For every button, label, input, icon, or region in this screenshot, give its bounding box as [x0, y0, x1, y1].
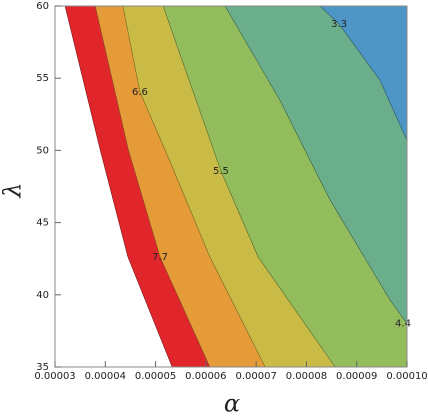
- y-axis-label: λ: [0, 182, 27, 198]
- plot-frame: [54, 5, 408, 368]
- x-tick-label: 0.00006: [185, 371, 226, 382]
- x-tick-label: 0.00007: [235, 371, 276, 382]
- x-tick-label: 0.00008: [286, 371, 327, 382]
- plot-area: 7.7 6.6 5.5 4.4 3.3: [55, 5, 411, 368]
- contour-line: [94, 5, 211, 368]
- contour-line: [122, 5, 266, 368]
- x-tick-label: 0.00005: [135, 371, 176, 382]
- y-tick-label: 60: [36, 1, 49, 12]
- contour-label: 6.6: [132, 87, 148, 98]
- y-tick-label: 35: [36, 362, 49, 373]
- y-tick-label: 55: [36, 73, 49, 84]
- y-tick-label: 45: [36, 218, 49, 229]
- contour-label: 5.5: [213, 166, 229, 177]
- contour-label: 7.7: [152, 252, 168, 263]
- contour-line: [224, 5, 408, 324]
- contour-line: [319, 5, 408, 141]
- x-axis-label: α: [224, 390, 240, 417]
- contour-label: 3.3: [331, 19, 347, 30]
- x-tick-label: 0.00003: [34, 371, 75, 382]
- contour-line: [64, 5, 173, 368]
- contour-label: 4.4: [395, 319, 411, 330]
- x-tick-label: 0.00009: [336, 371, 377, 382]
- y-tick-label: 50: [36, 145, 49, 156]
- x-tick-label: 0.00004: [85, 371, 126, 382]
- contour-line: [162, 5, 336, 368]
- x-tick-label: 0.00010: [386, 371, 427, 382]
- y-tick-label: 40: [36, 290, 49, 301]
